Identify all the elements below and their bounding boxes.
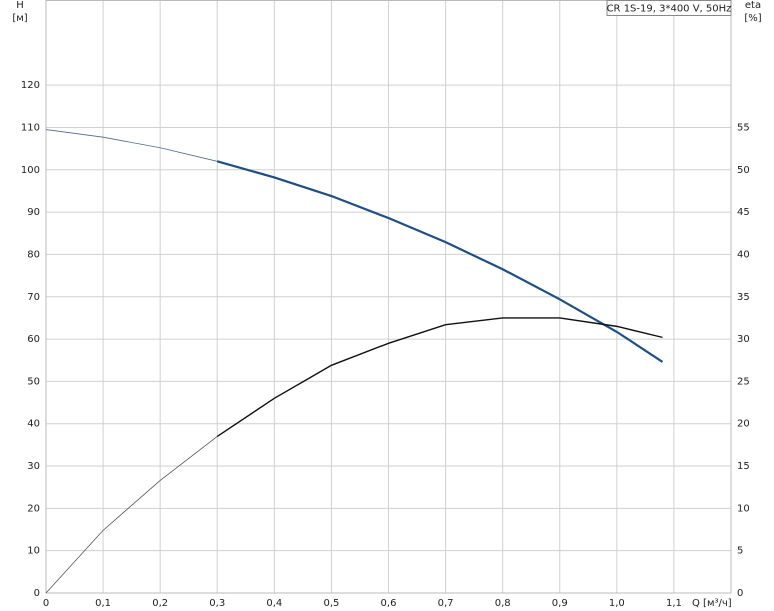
x-tick-label: 0,6 — [381, 598, 397, 609]
y2-tick-label: 5 — [737, 546, 743, 557]
y-axis-label: H — [16, 0, 24, 11]
x-tick-label: 0,7 — [438, 598, 454, 609]
x-tick-label: 0,2 — [152, 598, 168, 609]
y-tick-label: 70 — [27, 292, 40, 303]
y-tick-label: 50 — [27, 376, 40, 387]
x-tick-label: 0,9 — [552, 598, 568, 609]
y-tick-label: 100 — [21, 165, 40, 176]
y2-tick-label: 35 — [737, 292, 750, 303]
curve — [216, 317, 663, 437]
y2-tick-label: 50 — [737, 165, 750, 176]
plot-frame — [45, 0, 732, 594]
y-tick-label: 40 — [27, 419, 40, 430]
y-tick-label: 110 — [21, 122, 40, 133]
y2-tick-label: 25 — [737, 376, 750, 387]
curve — [45, 436, 218, 594]
y2-tick-label: 0 — [737, 588, 743, 599]
y2-tick-label: 30 — [737, 334, 750, 345]
x-tick-label: 1,1 — [666, 598, 682, 609]
y-tick-label: 120 — [21, 80, 40, 91]
curve — [45, 129, 218, 162]
y-tick-label: 60 — [27, 334, 40, 345]
x-tick-label: 0,5 — [323, 598, 339, 609]
y-tick-label: 20 — [27, 503, 40, 514]
y2-tick-label: 20 — [737, 419, 750, 430]
y-axis-unit: [м] — [12, 13, 27, 24]
x-tick-label: 0 — [43, 598, 49, 609]
x-tick-label: 0,4 — [266, 598, 282, 609]
x-tick-label: 0,8 — [495, 598, 511, 609]
curve — [216, 160, 664, 363]
x-axis-label: Q [м³/ч] — [692, 598, 732, 609]
y2-tick-label: 15 — [737, 461, 750, 472]
y-tick-label: 80 — [27, 249, 40, 260]
legend-box — [606, 0, 732, 16]
y2-axis-label: eta — [745, 0, 761, 11]
y-tick-label: 0 — [34, 588, 40, 599]
y2-tick-label: 45 — [737, 207, 750, 218]
x-tick-label: 0,3 — [209, 598, 225, 609]
y2-axis-unit: [%] — [744, 13, 761, 24]
y-tick-label: 30 — [27, 461, 40, 472]
x-tick-label: 0,1 — [95, 598, 111, 609]
y2-tick-label: 10 — [737, 503, 750, 514]
y2-tick-label: 55 — [737, 122, 750, 133]
y-tick-label: 10 — [27, 546, 40, 557]
legend-text: CR 1S-19, 3*400 V, 50Hz — [607, 4, 732, 15]
y-tick-label: 90 — [27, 207, 40, 218]
y2-tick-label: 40 — [737, 249, 750, 260]
x-tick-label: 1,0 — [609, 598, 625, 609]
